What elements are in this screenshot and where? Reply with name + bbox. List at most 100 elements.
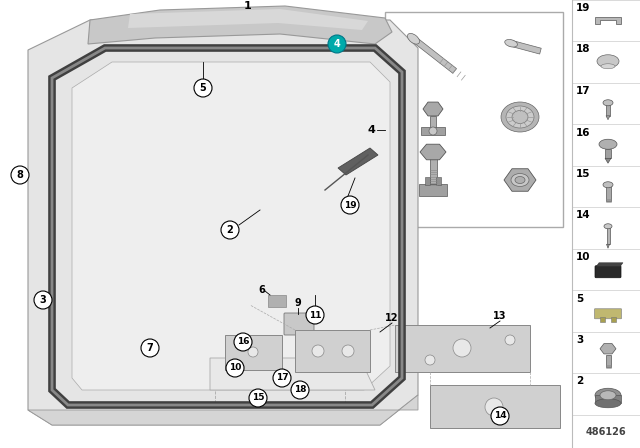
Text: 1: 1 (244, 1, 252, 11)
Text: 17: 17 (576, 86, 591, 96)
Bar (572, 207, 640, 249)
Ellipse shape (603, 182, 613, 188)
Bar (605, 149, 611, 158)
Text: 2: 2 (576, 376, 583, 387)
Ellipse shape (601, 64, 615, 69)
Bar (572, 42, 640, 83)
Text: 3: 3 (40, 295, 46, 305)
Text: 486126: 486126 (586, 427, 627, 437)
Text: 4: 4 (333, 39, 340, 49)
Text: 15: 15 (252, 393, 264, 402)
Circle shape (226, 359, 244, 377)
Bar (268, 295, 286, 307)
Circle shape (342, 345, 354, 357)
Circle shape (306, 306, 324, 324)
Circle shape (341, 196, 359, 214)
Ellipse shape (515, 177, 525, 184)
Polygon shape (28, 20, 418, 425)
Polygon shape (295, 330, 370, 372)
Circle shape (425, 355, 435, 365)
Text: 12: 12 (385, 313, 399, 323)
Bar (572, 415, 640, 448)
Text: 18: 18 (576, 44, 591, 55)
Text: 14: 14 (493, 412, 506, 421)
Circle shape (505, 335, 515, 345)
Polygon shape (596, 263, 623, 267)
Circle shape (485, 398, 503, 416)
Circle shape (221, 221, 239, 239)
Circle shape (273, 369, 291, 387)
Ellipse shape (604, 224, 612, 229)
Polygon shape (423, 102, 443, 116)
Bar (605, 185, 611, 201)
Polygon shape (410, 34, 456, 73)
Bar (595, 395, 621, 403)
Circle shape (249, 389, 267, 407)
Text: 13: 13 (493, 311, 507, 321)
Circle shape (11, 166, 29, 184)
Circle shape (194, 79, 212, 97)
Bar (436, 177, 441, 185)
Bar (572, 332, 640, 374)
Bar (425, 177, 430, 185)
Text: 18: 18 (294, 385, 307, 395)
Bar (600, 317, 605, 322)
Circle shape (312, 345, 324, 357)
Text: 9: 9 (294, 298, 301, 308)
Circle shape (234, 333, 252, 351)
Text: 2: 2 (227, 225, 234, 235)
Text: 6: 6 (259, 285, 266, 295)
Circle shape (34, 291, 52, 309)
Text: 16: 16 (576, 128, 591, 138)
Bar (611, 317, 616, 322)
Bar (572, 166, 640, 207)
FancyBboxPatch shape (595, 266, 621, 278)
Text: 11: 11 (308, 310, 321, 319)
Bar (605, 355, 611, 367)
Polygon shape (600, 344, 616, 354)
Bar (430, 116, 436, 130)
Bar (572, 0, 640, 42)
Text: 17: 17 (276, 374, 288, 383)
Bar (572, 249, 640, 290)
Text: 10: 10 (576, 252, 591, 262)
Polygon shape (28, 395, 418, 425)
Ellipse shape (597, 55, 619, 68)
Polygon shape (509, 40, 541, 54)
Text: 19: 19 (576, 3, 590, 13)
Text: 8: 8 (17, 170, 24, 180)
Polygon shape (338, 148, 378, 175)
Ellipse shape (408, 34, 420, 44)
Ellipse shape (603, 100, 613, 106)
Bar (419, 184, 447, 196)
FancyBboxPatch shape (284, 313, 314, 335)
Polygon shape (395, 325, 530, 372)
Polygon shape (430, 385, 560, 428)
Circle shape (491, 407, 509, 425)
Polygon shape (420, 144, 446, 160)
Polygon shape (504, 169, 536, 191)
Text: 5: 5 (200, 83, 206, 93)
Polygon shape (595, 17, 621, 24)
Ellipse shape (505, 39, 517, 47)
Text: 3: 3 (576, 335, 583, 345)
Bar (215, 305, 345, 405)
Circle shape (429, 127, 437, 135)
Polygon shape (128, 9, 368, 30)
Ellipse shape (595, 388, 621, 402)
Bar (572, 125, 640, 166)
Text: 14: 14 (576, 211, 591, 220)
Circle shape (248, 347, 258, 357)
Circle shape (453, 339, 471, 357)
Text: 10: 10 (229, 363, 241, 372)
Bar (607, 226, 609, 244)
FancyBboxPatch shape (595, 309, 621, 319)
Circle shape (328, 35, 346, 53)
Ellipse shape (600, 391, 616, 400)
Ellipse shape (506, 106, 534, 128)
Bar (385, 12, 563, 227)
Ellipse shape (599, 139, 617, 149)
Text: 5: 5 (576, 293, 583, 303)
Polygon shape (72, 62, 390, 390)
Polygon shape (606, 116, 610, 120)
